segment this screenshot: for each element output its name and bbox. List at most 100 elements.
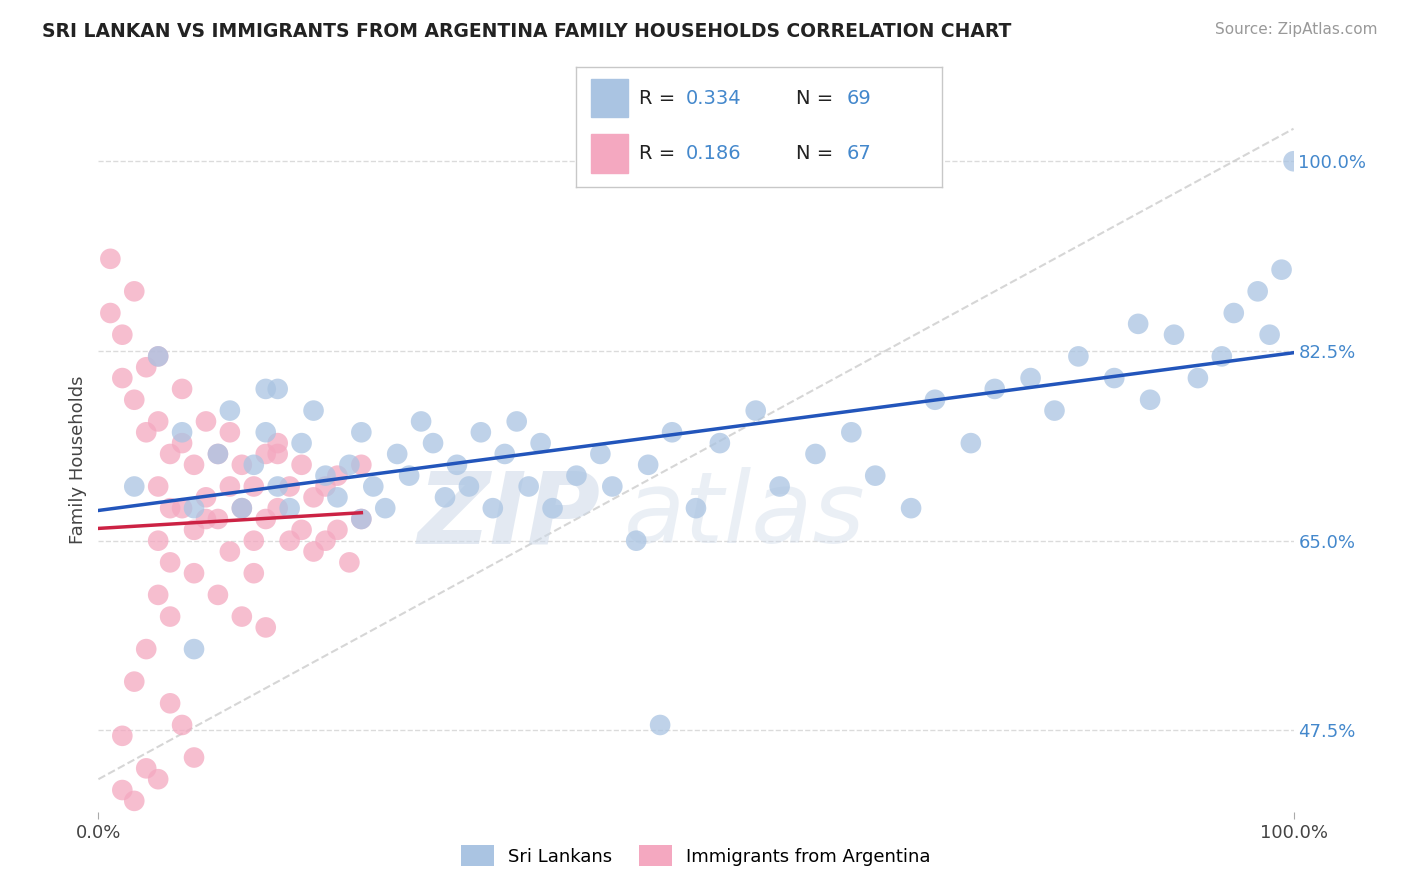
Point xyxy=(626,533,648,548)
Point xyxy=(494,447,516,461)
Text: N =: N = xyxy=(796,145,839,163)
Point xyxy=(148,350,170,364)
Point xyxy=(172,382,194,396)
Point xyxy=(207,447,229,461)
Point xyxy=(1163,327,1185,342)
Point xyxy=(1223,306,1246,320)
Point xyxy=(159,447,181,461)
Point xyxy=(1128,317,1150,331)
Point xyxy=(254,447,277,461)
Text: N =: N = xyxy=(796,88,839,108)
Text: R =: R = xyxy=(638,88,681,108)
Point xyxy=(650,718,672,732)
Point xyxy=(98,252,122,266)
Point xyxy=(350,458,373,472)
Point xyxy=(267,447,290,461)
Point xyxy=(195,512,218,526)
Point xyxy=(183,750,205,764)
Point xyxy=(111,783,134,797)
Text: 67: 67 xyxy=(846,145,872,163)
Point xyxy=(1187,371,1209,385)
Point xyxy=(1139,392,1161,407)
Point xyxy=(124,392,146,407)
Point xyxy=(183,523,205,537)
Point xyxy=(159,696,181,710)
Point xyxy=(350,512,373,526)
Point xyxy=(374,501,396,516)
Point xyxy=(637,458,659,472)
Point xyxy=(745,403,768,417)
Point xyxy=(398,468,420,483)
Point xyxy=(207,447,229,461)
Point xyxy=(98,306,122,320)
Point xyxy=(148,350,170,364)
Point xyxy=(231,501,253,516)
Point xyxy=(195,491,218,505)
Point xyxy=(172,436,194,450)
Point xyxy=(124,674,146,689)
Point xyxy=(900,501,922,516)
Point xyxy=(183,501,205,516)
Point xyxy=(1247,285,1270,299)
Point xyxy=(385,447,409,461)
Text: R =: R = xyxy=(638,145,681,163)
Point xyxy=(219,544,242,558)
Point xyxy=(267,501,290,516)
Point xyxy=(148,414,170,428)
Text: 69: 69 xyxy=(846,88,872,108)
Text: atlas: atlas xyxy=(624,467,866,565)
Point xyxy=(339,555,361,569)
Point xyxy=(315,533,337,548)
Point xyxy=(254,425,277,440)
Point xyxy=(865,468,887,483)
Point xyxy=(326,468,349,483)
Point xyxy=(148,588,170,602)
Point xyxy=(219,479,242,493)
Point xyxy=(302,491,325,505)
Point xyxy=(159,609,181,624)
Point xyxy=(111,327,134,342)
Point xyxy=(135,425,157,440)
Point xyxy=(278,501,301,516)
Point xyxy=(278,479,301,493)
Point xyxy=(1271,262,1294,277)
Point xyxy=(709,436,731,450)
Point xyxy=(148,533,170,548)
Point xyxy=(124,285,146,299)
Point xyxy=(589,447,612,461)
Point xyxy=(482,501,505,516)
Point xyxy=(291,458,314,472)
Point xyxy=(135,761,157,775)
Point xyxy=(350,512,373,526)
Point xyxy=(267,479,290,493)
Point xyxy=(517,479,540,493)
Point xyxy=(506,414,529,428)
Point xyxy=(804,447,827,461)
Point xyxy=(183,642,205,657)
Point xyxy=(411,414,433,428)
Point xyxy=(254,620,277,634)
Point xyxy=(183,566,205,581)
Text: SRI LANKAN VS IMMIGRANTS FROM ARGENTINA FAMILY HOUSEHOLDS CORRELATION CHART: SRI LANKAN VS IMMIGRANTS FROM ARGENTINA … xyxy=(42,22,1011,41)
Point xyxy=(1258,327,1281,342)
Point xyxy=(111,729,134,743)
Text: Source: ZipAtlas.com: Source: ZipAtlas.com xyxy=(1215,22,1378,37)
Point xyxy=(135,360,157,375)
Bar xyxy=(591,135,627,173)
Point xyxy=(159,555,181,569)
Bar xyxy=(591,79,627,118)
Point xyxy=(183,458,205,472)
Point xyxy=(243,458,266,472)
Point xyxy=(231,501,253,516)
Point xyxy=(602,479,624,493)
Point xyxy=(148,772,170,787)
Point xyxy=(219,403,242,417)
Point xyxy=(363,479,385,493)
Point xyxy=(124,794,146,808)
Point xyxy=(422,436,444,450)
Text: 0.334: 0.334 xyxy=(686,88,742,108)
Point xyxy=(254,382,277,396)
Point xyxy=(769,479,792,493)
Point xyxy=(841,425,863,440)
Point xyxy=(1067,350,1090,364)
